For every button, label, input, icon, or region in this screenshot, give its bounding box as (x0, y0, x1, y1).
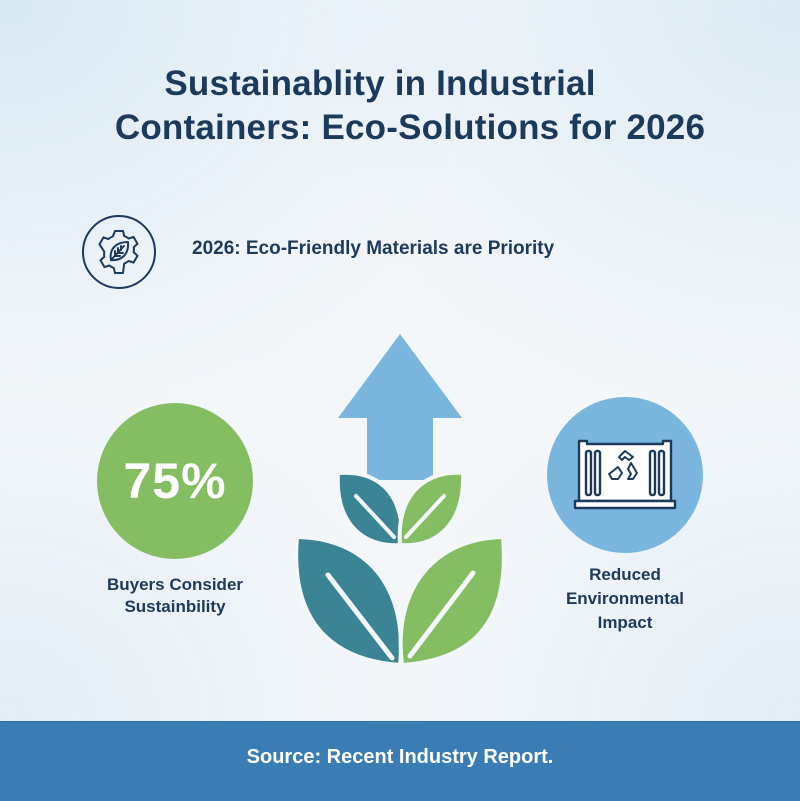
stat-circle: 75% (97, 403, 253, 559)
recycling-container-icon (573, 439, 677, 510)
stat-label-line-1: Buyers Consider (106, 575, 244, 594)
source-footer: Source: Recent Industry Report. (0, 721, 800, 801)
title-line-1: Sustainablity in Industrial (164, 64, 596, 103)
growth-arrow-leaves-icon (290, 330, 510, 670)
stat-label: Buyers Consider Sustainbility (80, 574, 270, 618)
impact-label-line-2: Environmental (565, 589, 685, 608)
priority-statement: 2026: Eco-Friendly Materials are Priorit… (192, 238, 555, 259)
source-text: Source: Recent Industry Report. (246, 746, 554, 768)
stat-value: 75% (123, 453, 227, 509)
impact-label-line-1: Reduced (589, 565, 661, 584)
page-title: Sustainablity in Industrial Containers: … (0, 62, 800, 150)
impact-label-line-3: Impact (597, 613, 653, 632)
impact-circle (547, 397, 703, 553)
title-line-2: Containers: Eco-Solutions for 2026 (114, 108, 706, 147)
gear-leaf-icon (82, 215, 156, 289)
impact-label: Reduced Environmental Impact (530, 563, 720, 635)
stat-label-line-2: Sustainbility (124, 597, 226, 616)
